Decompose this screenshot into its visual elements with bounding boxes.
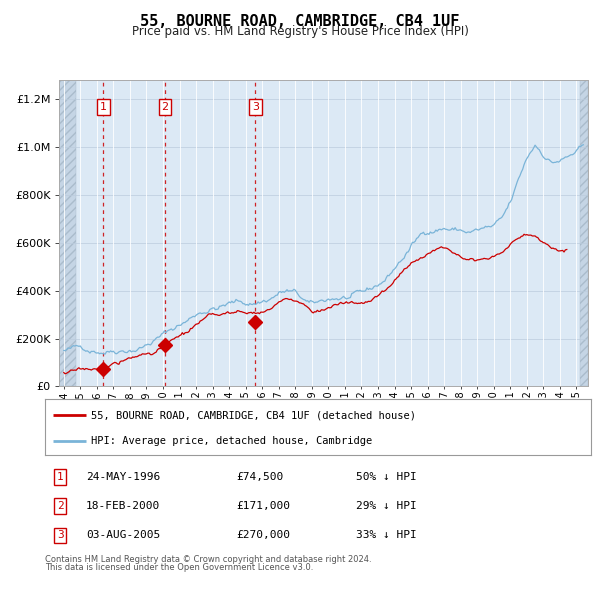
Text: 18-FEB-2000: 18-FEB-2000	[86, 502, 160, 511]
Text: HPI: Average price, detached house, Cambridge: HPI: Average price, detached house, Camb…	[91, 437, 373, 447]
Bar	[580, 80, 588, 386]
Text: 3: 3	[252, 102, 259, 112]
Text: 50% ↓ HPI: 50% ↓ HPI	[356, 472, 417, 482]
Text: Price paid vs. HM Land Registry's House Price Index (HPI): Price paid vs. HM Land Registry's House …	[131, 25, 469, 38]
Text: 2: 2	[57, 502, 64, 511]
Text: 03-AUG-2005: 03-AUG-2005	[86, 530, 160, 540]
Text: 3: 3	[57, 530, 64, 540]
Text: 1: 1	[100, 102, 107, 112]
Text: 24-MAY-1996: 24-MAY-1996	[86, 472, 160, 482]
Text: This data is licensed under the Open Government Licence v3.0.: This data is licensed under the Open Gov…	[45, 563, 313, 572]
Text: 55, BOURNE ROAD, CAMBRIDGE, CB4 1UF: 55, BOURNE ROAD, CAMBRIDGE, CB4 1UF	[140, 14, 460, 28]
Bar	[59, 80, 76, 386]
Text: £270,000: £270,000	[236, 530, 290, 540]
Text: £171,000: £171,000	[236, 502, 290, 511]
Text: 55, BOURNE ROAD, CAMBRIDGE, CB4 1UF (detached house): 55, BOURNE ROAD, CAMBRIDGE, CB4 1UF (det…	[91, 410, 416, 420]
Text: 2: 2	[161, 102, 169, 112]
Text: £74,500: £74,500	[236, 472, 283, 482]
Text: 33% ↓ HPI: 33% ↓ HPI	[356, 530, 417, 540]
Text: 1: 1	[57, 472, 64, 482]
Text: Contains HM Land Registry data © Crown copyright and database right 2024.: Contains HM Land Registry data © Crown c…	[45, 555, 371, 563]
Text: 29% ↓ HPI: 29% ↓ HPI	[356, 502, 417, 511]
